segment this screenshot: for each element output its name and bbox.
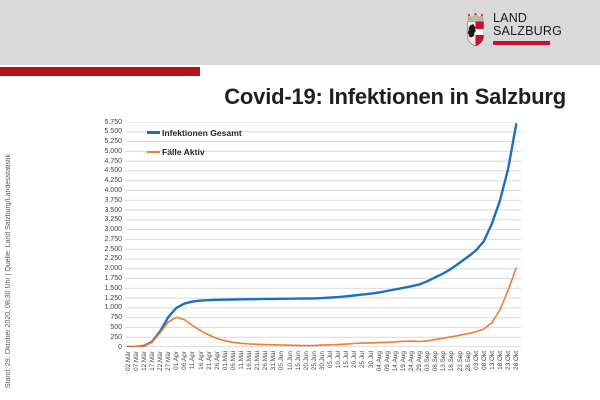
y-tick-label: 3.000 <box>104 226 122 234</box>
page-title: Covid-19: Infektionen in Salzburg <box>224 84 566 109</box>
y-tick-label: 5.750 <box>104 118 122 126</box>
plot-area <box>125 122 521 347</box>
y-tick-label: 3.500 <box>104 206 122 214</box>
source-note: Stand: 29. Oktober 2020, 08:30 Uhr | Que… <box>5 153 12 388</box>
y-tick-label: 1.250 <box>104 294 122 302</box>
legend-label: Infektionen Gesamt <box>162 127 242 138</box>
logo-text-salzburg: SALZBURG <box>493 24 562 38</box>
y-tick-label: 2.000 <box>104 265 122 273</box>
y-tick-label: 750 <box>110 314 122 322</box>
y-tick-label: 4.000 <box>104 186 122 194</box>
y-tick-label: 3.250 <box>104 216 122 224</box>
y-tick-label: 0 <box>118 343 122 351</box>
y-tick-label: 1.000 <box>104 304 122 312</box>
legend-swatch <box>147 150 160 153</box>
legend-item: Infektionen Gesamt <box>147 123 242 142</box>
header-accent-bar <box>0 67 200 76</box>
y-tick-label: 2.250 <box>104 255 122 263</box>
land-salzburg-logo: LAND SALZBURG <box>464 12 562 47</box>
legend-swatch <box>147 131 160 134</box>
y-tick-label: 3.750 <box>104 196 122 204</box>
header-band <box>0 0 600 65</box>
y-tick-label: 500 <box>110 323 122 331</box>
x-tick-label: 28.Okt <box>513 351 521 370</box>
y-tick-label: 2.750 <box>104 235 122 243</box>
y-tick-label: 5.250 <box>104 138 122 146</box>
y-tick-label: 5.000 <box>104 147 122 155</box>
y-tick-label: 2.500 <box>104 245 122 253</box>
y-tick-label: 4.500 <box>104 167 122 175</box>
logo-underline <box>493 41 551 45</box>
legend-label: Fälle Aktiv <box>162 146 205 157</box>
y-tick-label: 5.500 <box>104 128 122 136</box>
y-tick-label: 1.750 <box>104 275 122 283</box>
series-line <box>126 123 518 347</box>
y-tick-label: 250 <box>110 333 122 341</box>
y-tick-label: 4.250 <box>104 177 122 185</box>
series-line <box>126 267 518 347</box>
legend-item: Fälle Aktiv <box>147 142 242 161</box>
y-tick-label: 4.750 <box>104 157 122 165</box>
y-tick-label: 1.500 <box>104 284 122 292</box>
chart-legend: Infektionen Gesamt Fälle Aktiv <box>147 123 242 161</box>
logo-text-land: LAND <box>493 11 528 25</box>
salzburg-crest-icon <box>467 13 484 47</box>
